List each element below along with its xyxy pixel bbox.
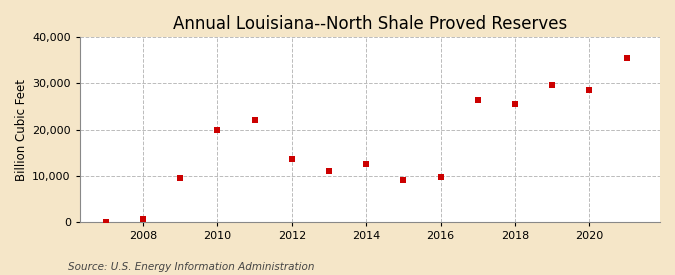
Point [286,157,297,162]
Point [472,97,483,102]
Point [212,127,223,132]
Point [435,175,446,180]
Text: Source: U.S. Energy Information Administration: Source: U.S. Energy Information Administ… [68,262,314,272]
Point [584,88,595,93]
Point [249,118,260,122]
Point [621,56,632,60]
Point [361,162,372,166]
Point [398,178,409,182]
Point [547,83,558,87]
Y-axis label: Billion Cubic Feet: Billion Cubic Feet [15,79,28,180]
Point [101,219,111,224]
Title: Annual Louisiana--North Shale Proved Reserves: Annual Louisiana--North Shale Proved Res… [173,15,567,33]
Point [323,169,334,173]
Point [175,176,186,180]
Point [138,217,148,222]
Point [510,102,520,106]
